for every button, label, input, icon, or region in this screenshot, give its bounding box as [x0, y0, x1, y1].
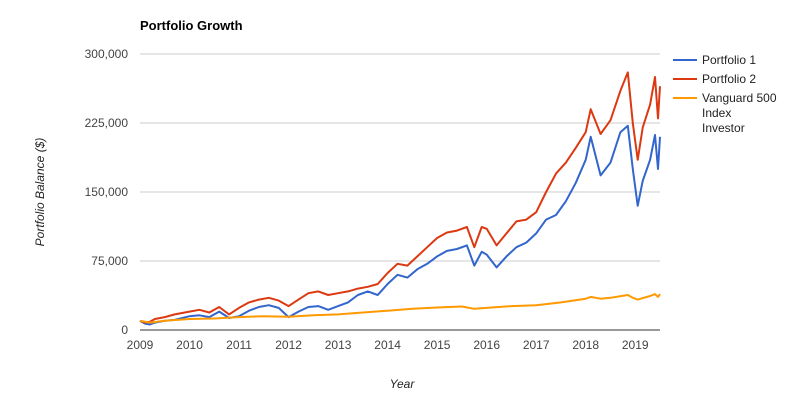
x-tick-label: 2018 — [572, 338, 599, 352]
legend-label: Portfolio 1 — [702, 53, 756, 67]
x-tick-label: 2015 — [424, 338, 451, 352]
legend-item-3[interactable]: Vanguard 500 Index Investor — [673, 91, 777, 135]
y-tick-label: 150,000 — [85, 185, 129, 199]
series-lines — [139, 71, 661, 326]
x-tick-label: 2011 — [226, 338, 252, 352]
gridlines — [140, 53, 660, 331]
y-tick-label: 75,000 — [91, 254, 128, 268]
x-tick-label: 2019 — [622, 338, 649, 352]
x-tick-label: 2016 — [473, 338, 500, 352]
series-line-2 — [139, 71, 661, 324]
x-tick-label: 2009 — [127, 338, 154, 352]
x-tick-label: 2017 — [523, 338, 550, 352]
legend-label: Portfolio 2 — [702, 72, 756, 86]
x-axis-ticks: 2009 2010 2011 2012 2013 2014 2015 2016 2017 2018… — [127, 338, 649, 352]
y-tick-label: 300,000 — [85, 47, 129, 61]
legend-item-2[interactable]: Portfolio 2 — [673, 72, 756, 86]
x-axis-title: Year — [390, 377, 416, 391]
x-tick-label: 2013 — [325, 338, 352, 352]
y-axis-ticks: 0 75,000 150,000 225,000 300,000 — [85, 47, 129, 337]
chart-title: Portfolio Growth — [140, 18, 243, 33]
legend-item-1[interactable]: Portfolio 1 — [673, 53, 756, 67]
legend-label: Vanguard 500 Index Investor — [702, 91, 777, 135]
y-tick-label: 0 — [121, 323, 128, 337]
y-tick-label: 225,000 — [85, 116, 129, 130]
legend: Portfolio 1 Portfolio 2 Vanguard 500 Index I… — [673, 53, 777, 135]
x-tick-label: 2014 — [374, 338, 401, 352]
x-tick-label: 2010 — [176, 338, 203, 352]
series-line-3 — [139, 293, 661, 324]
y-axis-title: Portfolio Balance ($) — [33, 138, 47, 247]
x-tick-label: 2012 — [275, 338, 302, 352]
